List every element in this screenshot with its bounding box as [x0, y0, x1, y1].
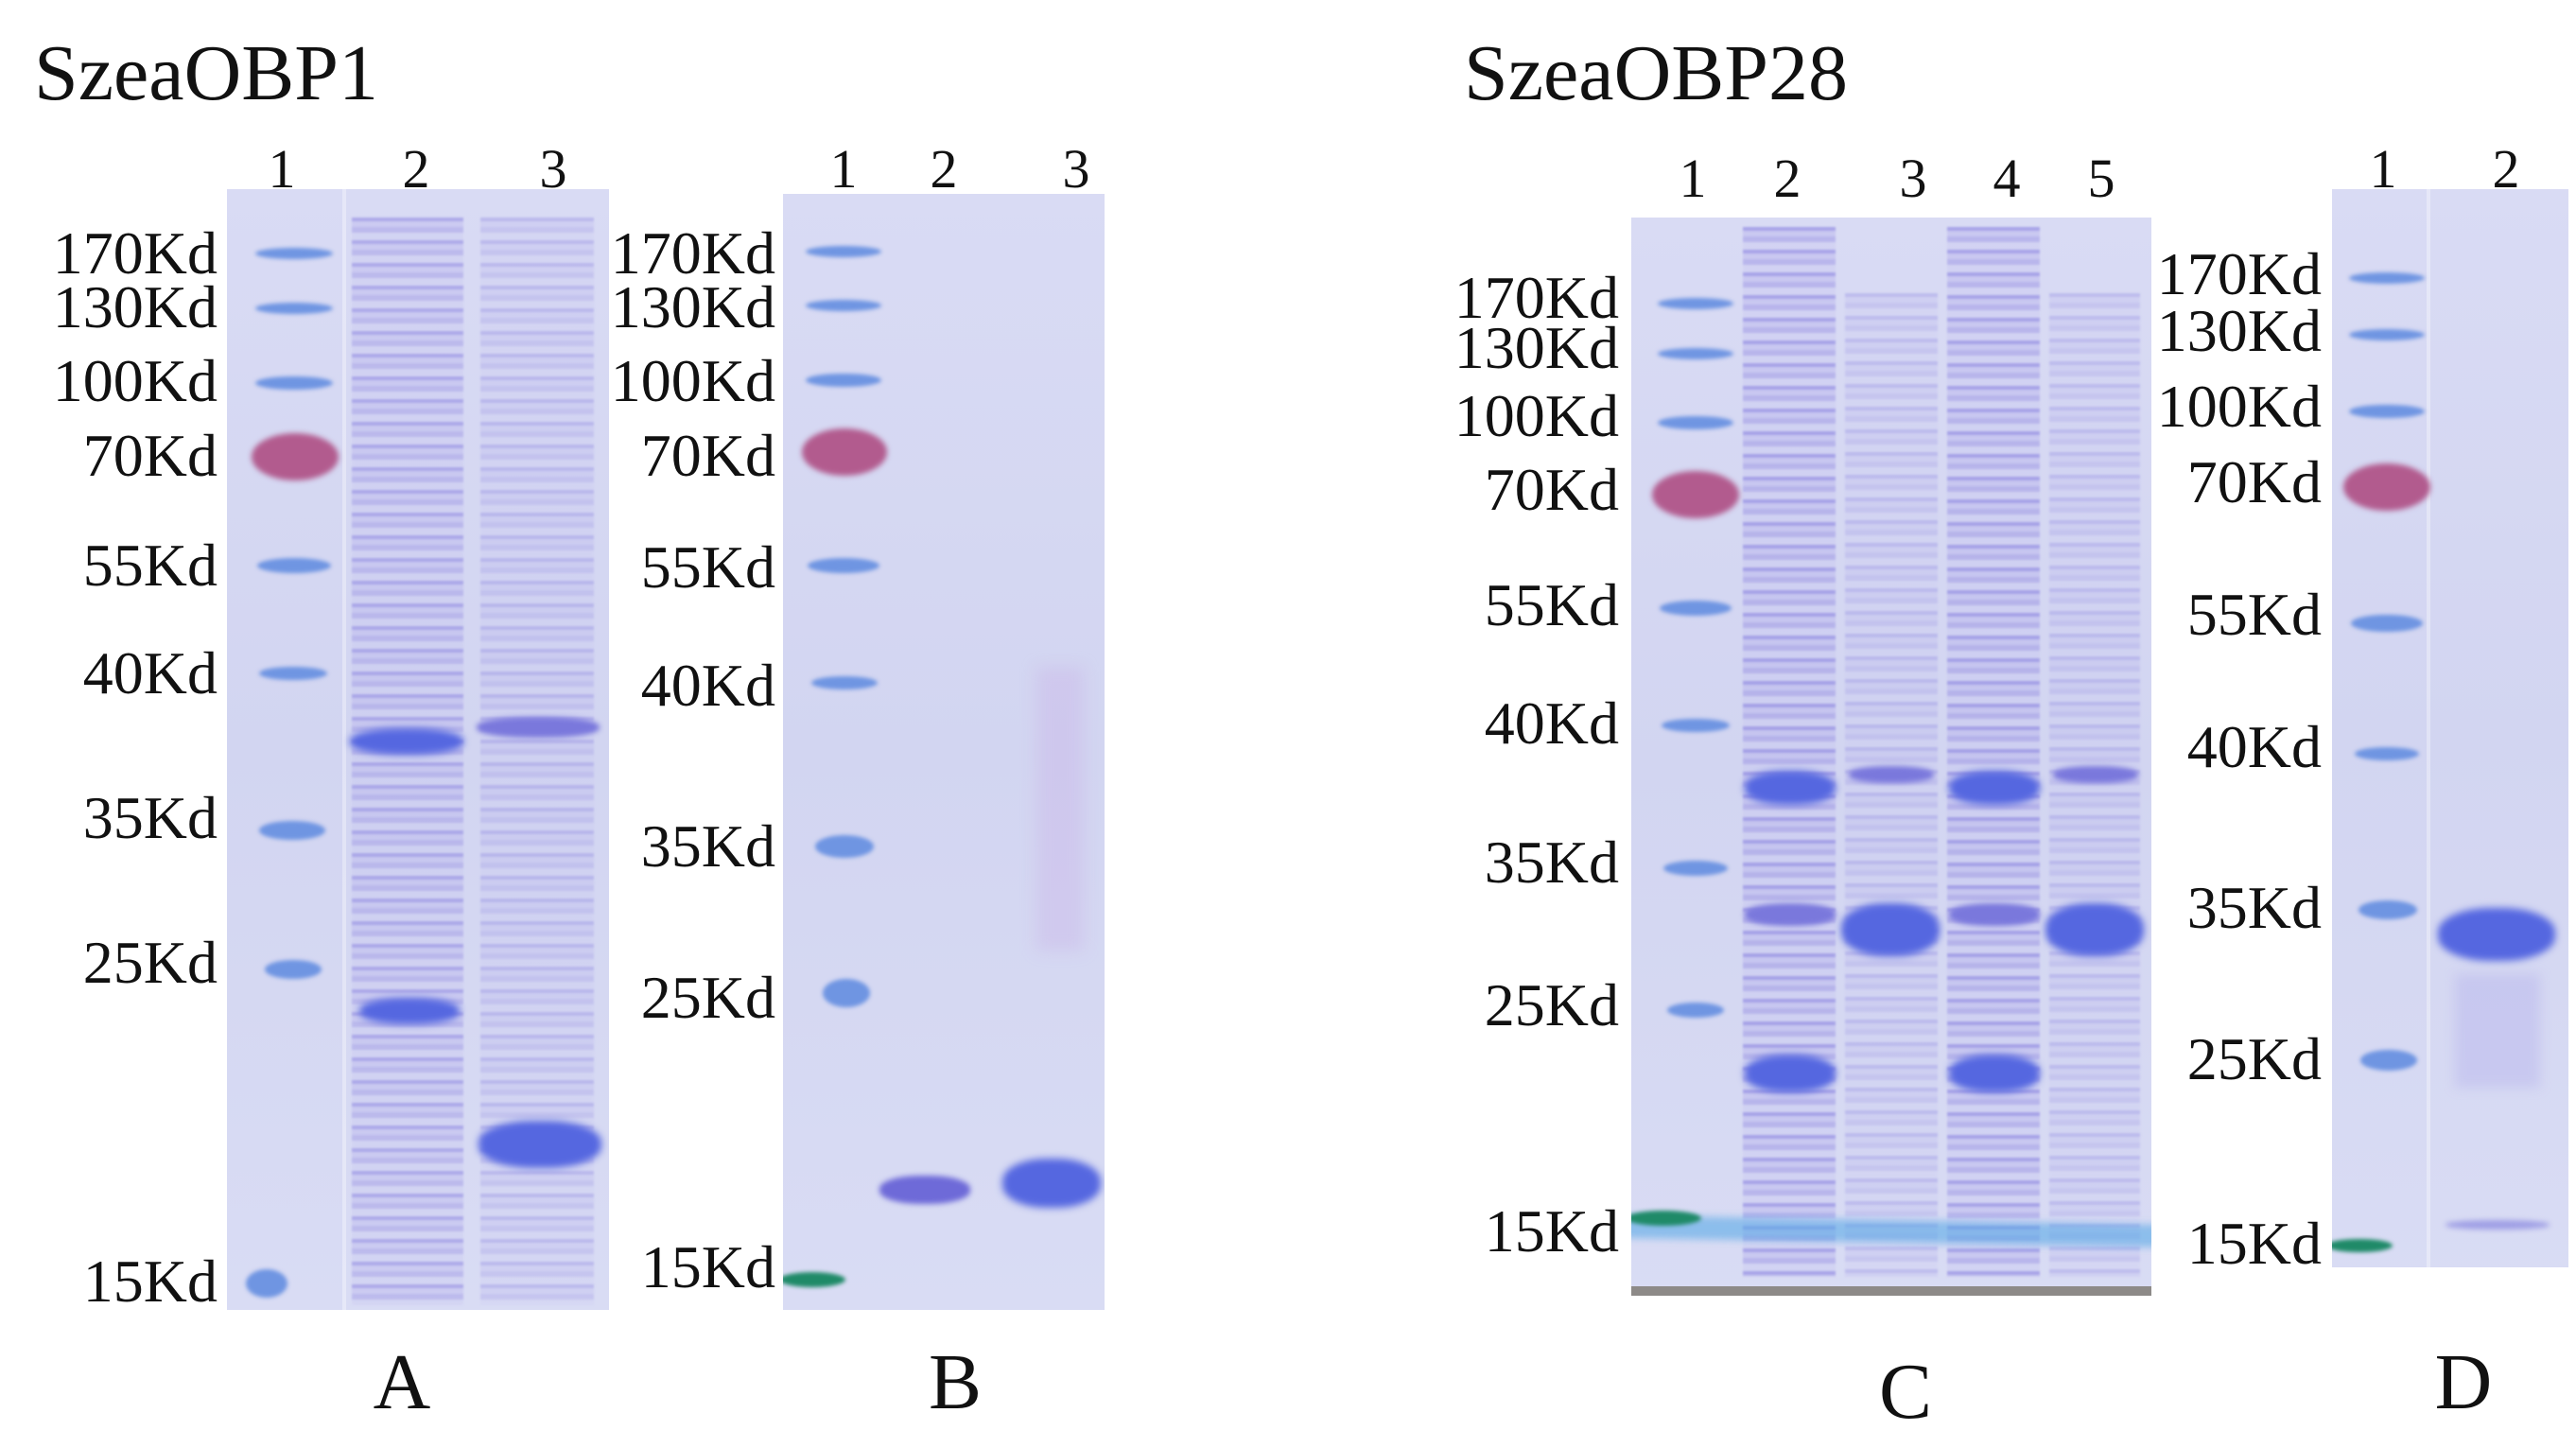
marker-label: 35Kd: [640, 812, 775, 880]
marker-label: 25Kd: [1484, 971, 1619, 1038]
marker-label: 40Kd: [1484, 689, 1619, 757]
lane-number: 1: [829, 138, 858, 200]
marker-label: 170Kd: [52, 219, 218, 287]
panel-letter: B: [928, 1338, 983, 1426]
lane-number: 3: [1899, 148, 1927, 209]
marker-label: 70Kd: [2186, 448, 2322, 515]
marker-label: 70Kd: [1484, 456, 1619, 523]
marker-label: 100Kd: [52, 347, 218, 414]
marker-label: 70Kd: [640, 422, 775, 489]
panel-letter: D: [2434, 1338, 2493, 1426]
lane-number: 2: [2492, 138, 2520, 200]
lane-number: 1: [2369, 138, 2397, 200]
lane-number: 1: [268, 138, 296, 200]
marker-label: 55Kd: [82, 532, 218, 599]
title-szeaobp1: SzeaOBP1: [34, 29, 378, 117]
marker-label: 35Kd: [2186, 874, 2322, 941]
lane-number: 1: [1679, 148, 1707, 209]
panel-letter: C: [1878, 1348, 1933, 1436]
marker-label: 25Kd: [82, 929, 218, 996]
lane-number: 2: [1773, 148, 1801, 209]
marker-label: 70Kd: [82, 422, 218, 489]
gel-image: [227, 189, 609, 1310]
marker-label: 130Kd: [52, 273, 218, 340]
marker-label: 35Kd: [1484, 829, 1619, 896]
marker-label: 55Kd: [640, 533, 775, 601]
marker-label: 130Kd: [610, 273, 775, 340]
marker-label: 170Kd: [2156, 240, 2322, 307]
marker-label: 170Kd: [610, 219, 775, 287]
title-szeaobp28: SzeaOBP28: [1464, 29, 1848, 117]
marker-label: 25Kd: [640, 964, 775, 1031]
marker-label: 130Kd: [2156, 297, 2322, 364]
marker-label: 25Kd: [2186, 1025, 2322, 1092]
marker-label: 130Kd: [1453, 314, 1619, 381]
gel-image: [2332, 189, 2568, 1286]
lane-number: 2: [402, 138, 430, 200]
marker-label: 55Kd: [2186, 581, 2322, 648]
marker-label: 40Kd: [82, 639, 218, 707]
marker-label: 170Kd: [1453, 264, 1619, 331]
lane-number: 2: [930, 138, 958, 200]
lane-number: 5: [2087, 148, 2115, 209]
gel-image: [783, 194, 1105, 1310]
marker-label: 15Kd: [82, 1247, 218, 1315]
marker-label: 100Kd: [1453, 382, 1619, 449]
marker-label: 35Kd: [82, 784, 218, 851]
marker-label: 100Kd: [610, 347, 775, 414]
lane-number: 3: [539, 138, 567, 200]
marker-label: 15Kd: [2186, 1210, 2322, 1277]
marker-label: 40Kd: [640, 652, 775, 719]
lane-number: 4: [1993, 148, 2021, 209]
gel-image: [1631, 218, 2151, 1315]
marker-label: 15Kd: [640, 1233, 775, 1300]
panel-letter: A: [373, 1338, 431, 1426]
marker-label: 55Kd: [1484, 571, 1619, 638]
marker-label: 100Kd: [2156, 373, 2322, 440]
marker-label: 40Kd: [2186, 713, 2322, 780]
lane-number: 3: [1062, 138, 1090, 200]
marker-label: 15Kd: [1484, 1197, 1619, 1265]
